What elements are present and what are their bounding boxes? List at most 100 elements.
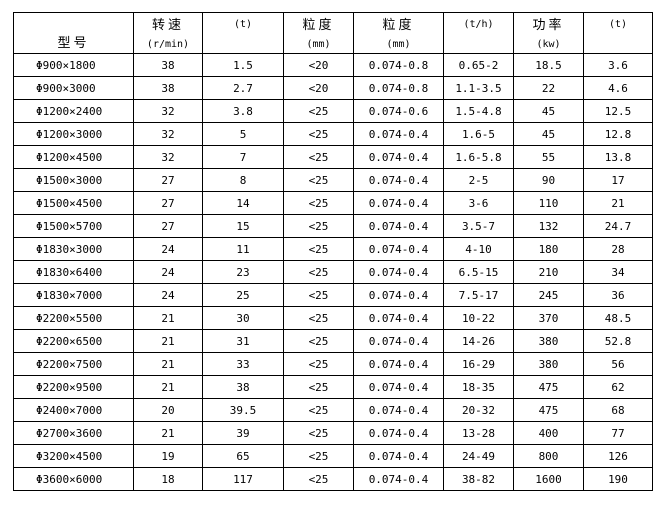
cell-capacity: 3.5-7 — [443, 214, 514, 238]
cell-load: 39.5 — [202, 398, 284, 422]
table-row: Φ1500×5700 27 15 <25 0.074-0.4 3.5-7 132 24.7 — [13, 214, 653, 238]
table-row: Φ3600×6000 18 117 <25 0.074-0.4 38-82 1600 190 — [13, 467, 653, 491]
table-row: Φ900×1800 38 1.5 <20 0.074-0.8 0.65-2 18.5 3.6 — [13, 53, 653, 77]
cell-load: 39 — [202, 421, 284, 445]
header-speed-label: 转速 — [151, 17, 184, 33]
header-out-size: 粒度 — [353, 12, 444, 33]
cell-output-size: 0.074-0.4 — [353, 122, 444, 146]
cell-output-size: 0.074-0.4 — [353, 283, 444, 307]
cell-speed: 38 — [133, 76, 203, 100]
cell-speed: 27 — [133, 168, 203, 192]
cell-weight: 28 — [583, 237, 653, 261]
cell-output-size: 0.074-0.4 — [353, 260, 444, 284]
cell-speed: 21 — [133, 329, 203, 353]
cell-weight: 12.5 — [583, 99, 653, 123]
cell-speed: 21 — [133, 375, 203, 399]
cell-power: 1600 — [513, 467, 584, 491]
cell-feed-size: <25 — [283, 444, 354, 468]
header-load-unit-label: (t) — [233, 19, 253, 30]
table-row: Φ1500×4500 27 14 <25 0.074-0.4 3-6 110 21 — [13, 191, 653, 215]
cell-load: 65 — [202, 444, 284, 468]
cell-model: Φ2200×7500 — [13, 352, 134, 376]
cell-power: 210 — [513, 260, 584, 284]
table-row: Φ1830×3000 24 11 <25 0.074-0.4 4-10 180 28 — [13, 237, 653, 261]
cell-speed: 24 — [133, 237, 203, 261]
cell-capacity: 20-32 — [443, 398, 514, 422]
header-power-unit: (kw) — [513, 33, 584, 54]
cell-power: 370 — [513, 306, 584, 330]
table-row: Φ1500×3000 27 8 <25 0.074-0.4 2-5 90 17 — [13, 168, 653, 192]
cell-output-size: 0.074-0.4 — [353, 168, 444, 192]
cell-capacity: 0.65-2 — [443, 53, 514, 77]
header-speed-unit: (r/min) — [133, 33, 203, 54]
cell-weight: 17 — [583, 168, 653, 192]
table-row: Φ2700×3600 21 39 <25 0.074-0.4 13-28 400 77 — [13, 421, 653, 445]
cell-feed-size: <25 — [283, 214, 354, 238]
cell-capacity: 1.1-3.5 — [443, 76, 514, 100]
cell-feed-size: <25 — [283, 191, 354, 215]
cell-load: 2.7 — [202, 76, 284, 100]
cell-weight: 52.8 — [583, 329, 653, 353]
cell-output-size: 0.074-0.6 — [353, 99, 444, 123]
cell-output-size: 0.074-0.8 — [353, 76, 444, 100]
cell-weight: 77 — [583, 421, 653, 445]
header-row: 型号 转速 (t) 粒度 粒度 (t/h) 功率 (t) — [13, 12, 653, 54]
header-feed-size: 粒度 — [283, 12, 354, 33]
cell-weight: 48.5 — [583, 306, 653, 330]
cell-load: 31 — [202, 329, 284, 353]
cell-speed: 38 — [133, 53, 203, 77]
cell-feed-size: <25 — [283, 375, 354, 399]
cell-power: 380 — [513, 329, 584, 353]
cell-power: 800 — [513, 444, 584, 468]
cell-load: 5 — [202, 122, 284, 146]
header-out-unit: (mm) — [353, 33, 444, 54]
cell-capacity: 16-29 — [443, 352, 514, 376]
cell-feed-size: <25 — [283, 283, 354, 307]
cell-feed-size: <25 — [283, 398, 354, 422]
cell-output-size: 0.074-0.4 — [353, 145, 444, 169]
header-capacity-unit-label: (t/h) — [463, 19, 494, 30]
header-unit-row: (r/min) (mm) (mm) (kw) — [14, 33, 653, 54]
cell-power: 45 — [513, 122, 584, 146]
cell-weight: 4.6 — [583, 76, 653, 100]
header-power-unit-label: (kw) — [536, 39, 561, 50]
cell-model: Φ1200×3000 — [13, 122, 134, 146]
cell-speed: 32 — [133, 145, 203, 169]
cell-capacity: 7.5-17 — [443, 283, 514, 307]
cell-weight: 62 — [583, 375, 653, 399]
cell-weight: 12.8 — [583, 122, 653, 146]
cell-feed-size: <20 — [283, 76, 354, 100]
header-feed-unit: (mm) — [283, 33, 354, 54]
table-row: Φ1200×3000 32 5 <25 0.074-0.4 1.6-5 45 12.8 — [13, 122, 653, 146]
header-feed-size-label: 粒度 — [302, 17, 335, 33]
cell-power: 18.5 — [513, 53, 584, 77]
cell-feed-size: <25 — [283, 237, 354, 261]
cell-model: Φ1200×2400 — [13, 99, 134, 123]
header-power: 功率 — [513, 12, 584, 33]
cell-load: 3.8 — [202, 99, 284, 123]
cell-power: 380 — [513, 352, 584, 376]
cell-capacity: 3-6 — [443, 191, 514, 215]
table-row: Φ2200×9500 21 38 <25 0.074-0.4 18-35 475 62 — [13, 375, 653, 399]
cell-model: Φ1500×3000 — [13, 168, 134, 192]
cell-feed-size: <25 — [283, 122, 354, 146]
cell-power: 475 — [513, 398, 584, 422]
cell-capacity: 2-5 — [443, 168, 514, 192]
cell-feed-size: <25 — [283, 260, 354, 284]
cell-speed: 21 — [133, 421, 203, 445]
table-row: Φ1200×2400 32 3.8 <25 0.074-0.6 1.5-4.8 45 12.5 — [13, 99, 653, 123]
cell-speed: 24 — [133, 283, 203, 307]
cell-capacity: 10-22 — [443, 306, 514, 330]
cell-load: 30 — [202, 306, 284, 330]
header-model: 型号 — [13, 12, 134, 54]
cell-speed: 32 — [133, 99, 203, 123]
cell-weight: 21 — [583, 191, 653, 215]
cell-speed: 21 — [133, 306, 203, 330]
cell-power: 132 — [513, 214, 584, 238]
cell-load: 33 — [202, 352, 284, 376]
cell-capacity: 14-26 — [443, 329, 514, 353]
cell-speed: 27 — [133, 214, 203, 238]
cell-load: 15 — [202, 214, 284, 238]
cell-weight: 24.7 — [583, 214, 653, 238]
cell-feed-size: <25 — [283, 168, 354, 192]
